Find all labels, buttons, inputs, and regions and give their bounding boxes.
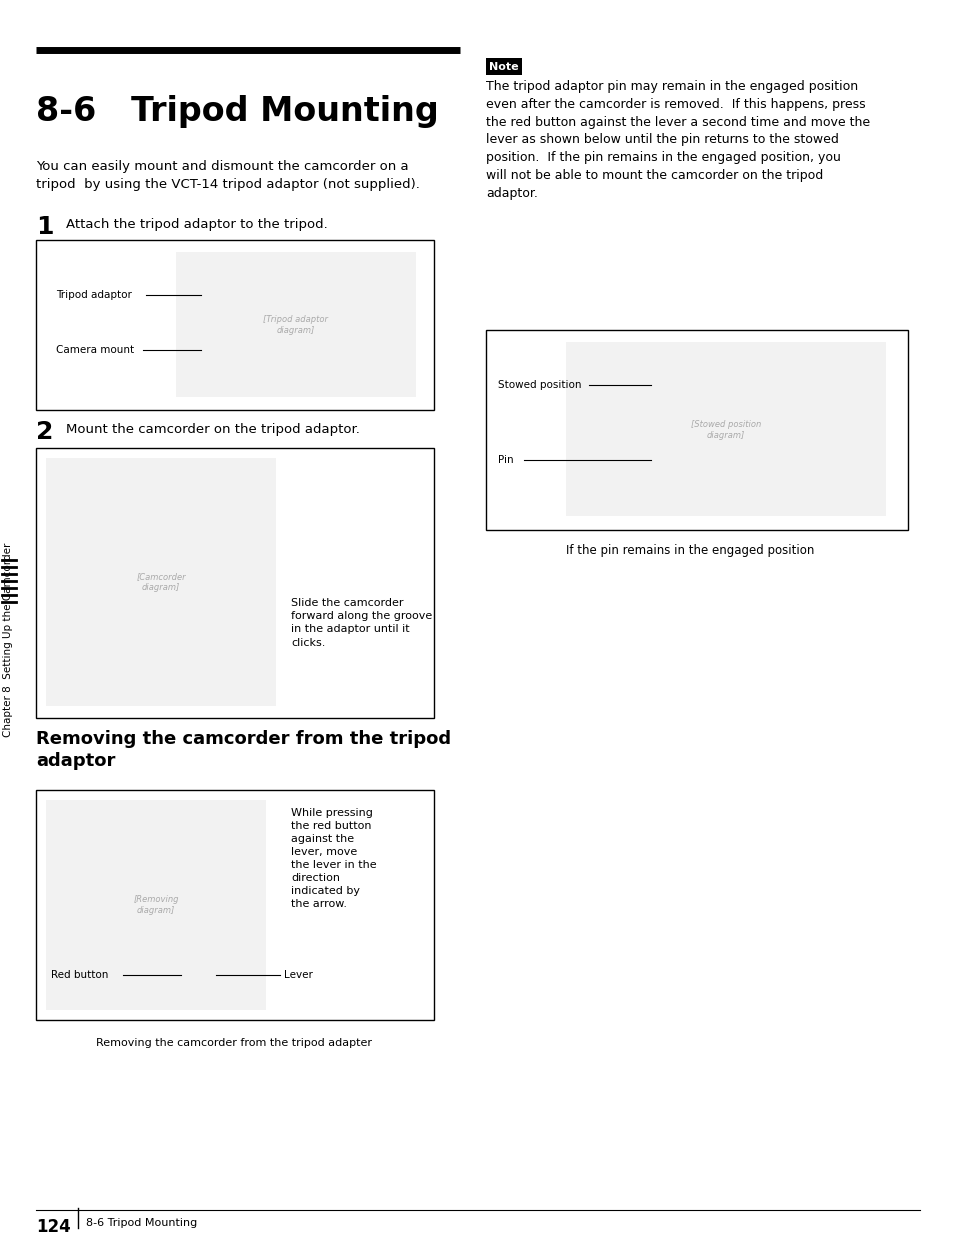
Bar bbox=[485, 58, 521, 75]
Text: 1: 1 bbox=[36, 215, 53, 239]
Text: Chapter 8  Setting Up the Camcorder: Chapter 8 Setting Up the Camcorder bbox=[3, 542, 13, 738]
Text: [Tripod adaptor
diagram]: [Tripod adaptor diagram] bbox=[263, 315, 328, 335]
Text: Removing the camcorder from the tripod adapter: Removing the camcorder from the tripod a… bbox=[96, 1037, 372, 1047]
Text: While pressing
the red button
against the
lever, move
the lever in the
direction: While pressing the red button against th… bbox=[291, 809, 376, 909]
Text: [Stowed position
diagram]: [Stowed position diagram] bbox=[690, 420, 760, 439]
Bar bbox=[46, 458, 275, 707]
Text: Lever: Lever bbox=[284, 970, 313, 980]
Text: Note: Note bbox=[489, 61, 518, 71]
Bar bbox=[565, 342, 885, 516]
Text: Camera mount: Camera mount bbox=[56, 345, 134, 355]
Text: If the pin remains in the engaged position: If the pin remains in the engaged positi… bbox=[565, 544, 814, 557]
Text: Mount the camcorder on the tripod adaptor.: Mount the camcorder on the tripod adapto… bbox=[66, 423, 359, 435]
Text: Stowed position: Stowed position bbox=[497, 379, 581, 391]
Text: [Camcorder
diagram]: [Camcorder diagram] bbox=[136, 572, 186, 592]
Text: Attach the tripod adaptor to the tripod.: Attach the tripod adaptor to the tripod. bbox=[66, 218, 328, 231]
Text: Red button: Red button bbox=[51, 970, 109, 980]
Text: Pin: Pin bbox=[497, 455, 513, 465]
Text: Tripod adaptor: Tripod adaptor bbox=[56, 290, 132, 300]
Text: [Removing
diagram]: [Removing diagram] bbox=[133, 896, 178, 914]
Bar bbox=[46, 800, 266, 1010]
Text: 2: 2 bbox=[36, 420, 53, 444]
Bar bbox=[485, 330, 907, 530]
Text: 124: 124 bbox=[36, 1218, 71, 1237]
Bar bbox=[36, 448, 434, 718]
Text: 8-6   Tripod Mounting: 8-6 Tripod Mounting bbox=[36, 95, 438, 128]
Bar bbox=[175, 253, 416, 397]
Text: You can easily mount and dismount the camcorder on a
tripod  by using the VCT-14: You can easily mount and dismount the ca… bbox=[36, 160, 419, 192]
Text: Removing the camcorder from the tripod
adaptor: Removing the camcorder from the tripod a… bbox=[36, 730, 451, 770]
Text: The tripod adaptor pin may remain in the engaged position
even after the camcord: The tripod adaptor pin may remain in the… bbox=[485, 80, 869, 200]
Text: 8-6 Tripod Mounting: 8-6 Tripod Mounting bbox=[86, 1218, 197, 1228]
Text: Slide the camcorder
forward along the groove
in the adaptor until it
clicks.: Slide the camcorder forward along the gr… bbox=[291, 598, 432, 648]
Bar bbox=[36, 790, 434, 1020]
Bar bbox=[36, 240, 434, 411]
